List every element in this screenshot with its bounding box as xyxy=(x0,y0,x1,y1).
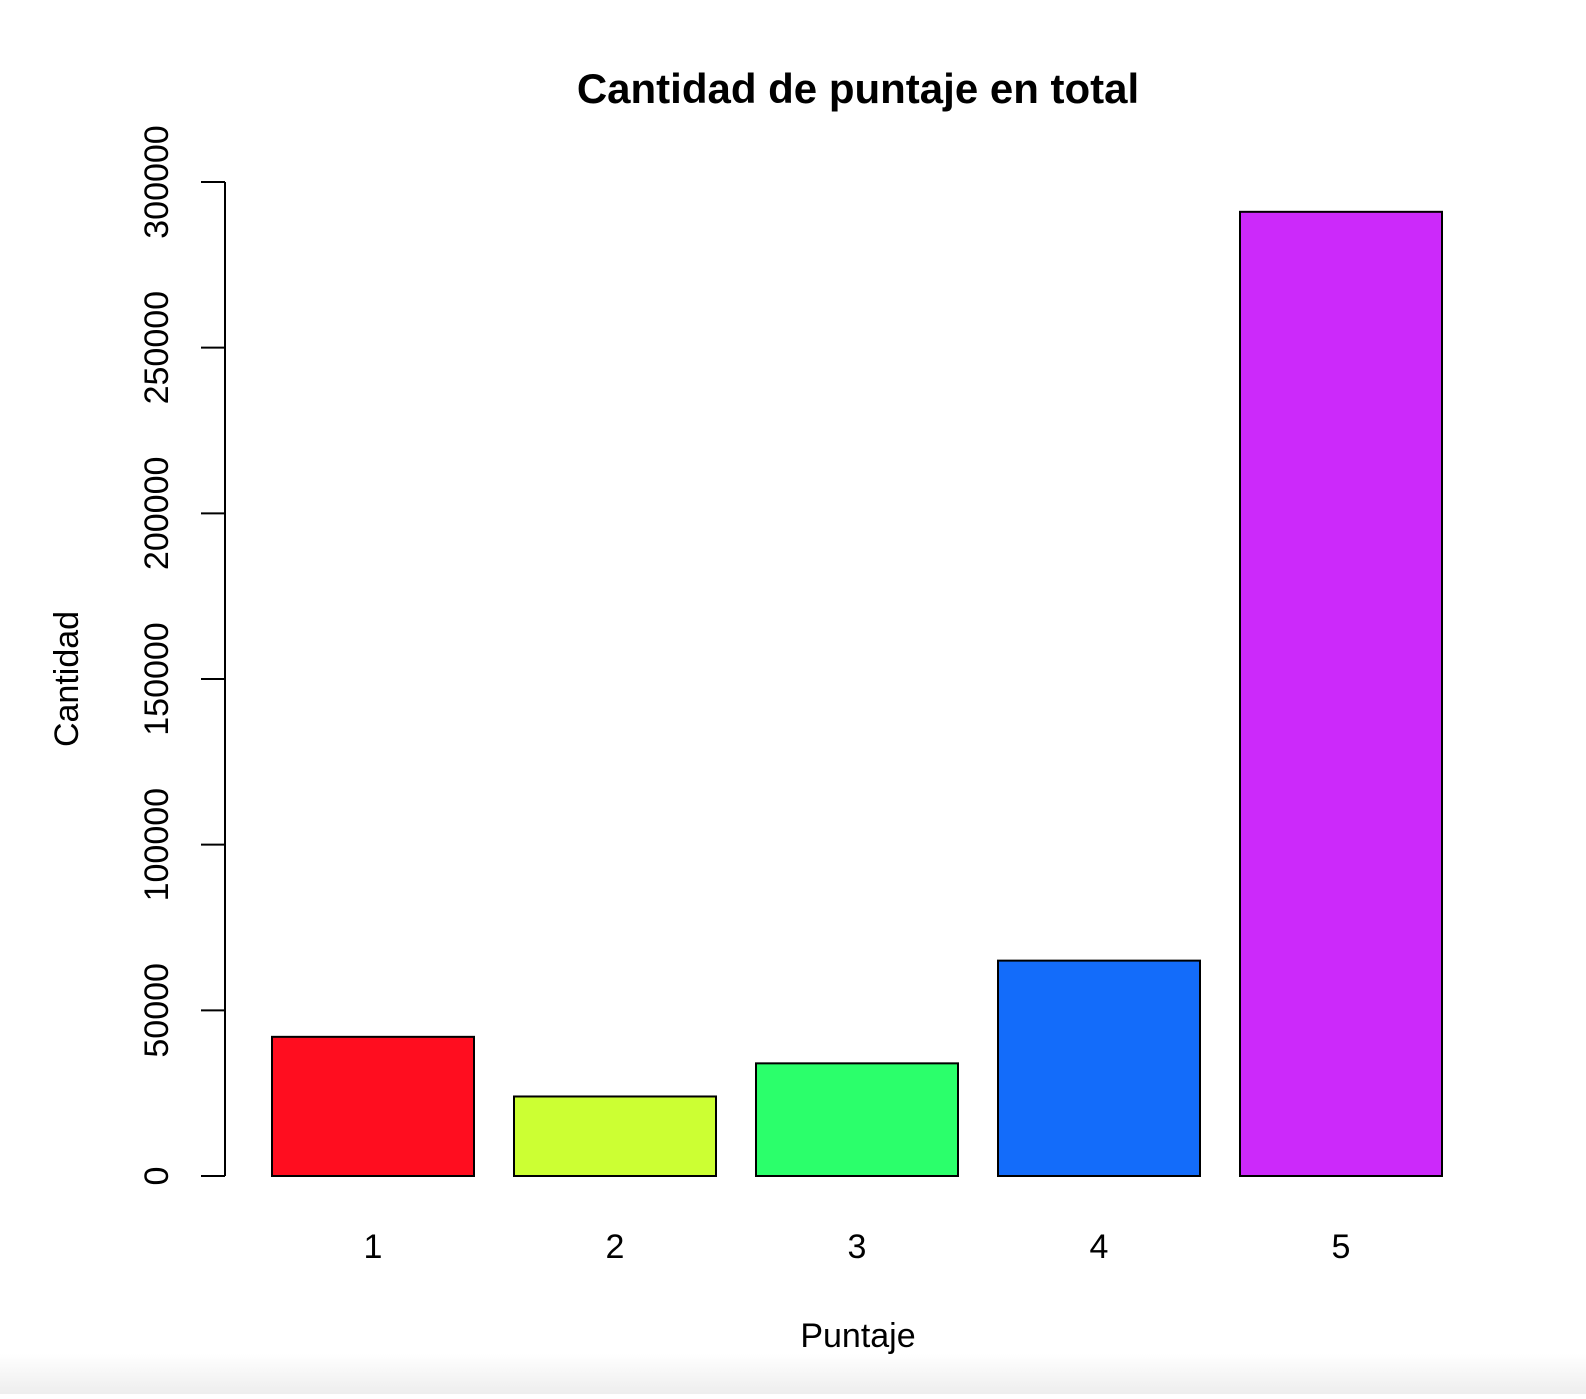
y-axis: 0 50000 100000 150000 200000 250000 300000 xyxy=(138,125,226,1186)
y-tick-label-150000: 150000 xyxy=(138,622,176,735)
y-tick-label-200000: 200000 xyxy=(138,457,176,570)
y-tick-label-300000: 300000 xyxy=(138,125,176,238)
x-tick-label-4: 4 xyxy=(1090,1228,1109,1266)
x-axis-label: Puntaje xyxy=(800,1317,915,1355)
y-axis-label: Cantidad xyxy=(48,611,86,747)
y-tick-label-0: 0 xyxy=(138,1167,176,1186)
y-tick-label-50000: 50000 xyxy=(138,963,176,1058)
y-tick-label-100000: 100000 xyxy=(138,788,176,901)
x-tick-labels: 1 2 3 4 5 xyxy=(364,1228,1351,1266)
chart-title: Cantidad de puntaje en total xyxy=(577,65,1139,112)
bar-5 xyxy=(1239,210,1443,1177)
bars-group xyxy=(271,210,1443,1178)
y-tick-label-250000: 250000 xyxy=(138,291,176,404)
bar-2 xyxy=(513,1095,717,1177)
x-tick-label-3: 3 xyxy=(848,1228,867,1266)
x-tick-label-1: 1 xyxy=(364,1228,383,1266)
bar-4 xyxy=(997,959,1201,1178)
bar-1 xyxy=(271,1035,475,1177)
x-tick-label-5: 5 xyxy=(1332,1228,1351,1266)
bar-3 xyxy=(755,1062,959,1178)
x-tick-label-2: 2 xyxy=(606,1228,625,1266)
